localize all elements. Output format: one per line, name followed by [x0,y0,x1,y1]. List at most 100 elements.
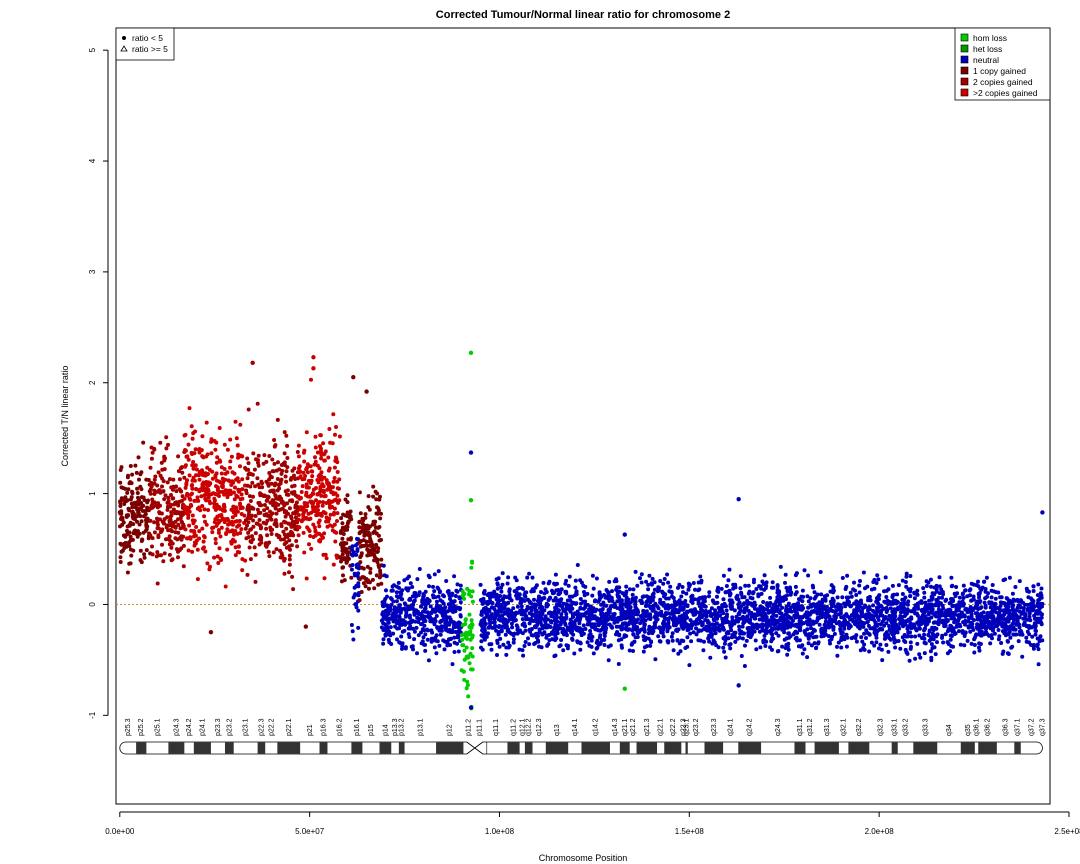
data-point [786,631,791,636]
data-point [181,543,186,548]
data-point [857,590,862,595]
data-point [716,626,721,631]
data-point [421,592,426,597]
data-point [698,574,703,579]
data-point [499,589,504,594]
data-point [177,477,182,482]
data-point [774,606,779,611]
data-point [250,534,254,539]
data-point [408,581,413,586]
data-point [575,612,580,617]
data-point [760,622,765,627]
data-point [513,575,518,580]
data-point [670,638,675,643]
data-point [1017,603,1022,608]
data-point [411,626,415,631]
data-point [162,551,167,556]
data-point [404,609,409,614]
data-point [305,465,310,470]
data-point [670,631,675,636]
data-point [563,581,568,586]
data-point [608,597,613,602]
data-point [523,640,528,644]
data-point [845,573,850,578]
data-point [286,532,291,537]
data-point [470,654,475,659]
data-point [899,610,903,615]
data-point [556,609,561,614]
data-point [374,511,379,516]
data-point [184,511,189,515]
data-point [223,517,228,522]
data-point [972,618,976,622]
data-point [176,530,181,535]
data-point [138,484,143,489]
data-point [580,627,585,632]
data-point [399,597,404,602]
data-point [441,601,446,606]
data-point [280,553,285,558]
data-point [968,605,973,609]
data-point [294,539,299,543]
data-point [234,505,239,510]
data-point [299,490,304,494]
data-point [302,550,307,555]
data-point [166,442,170,447]
data-point [235,443,240,448]
data-point [985,632,990,637]
data-point [520,648,525,653]
data-point [318,433,323,438]
data-point [357,531,362,536]
data-point [174,547,179,552]
data-point [930,610,934,615]
data-point [264,498,269,503]
data-point [270,498,275,503]
data-point [677,641,682,646]
data-point [976,607,980,611]
data-point [318,485,323,489]
data-point [231,537,235,542]
data-point [1011,614,1016,619]
data-point [610,589,614,594]
data-point [894,601,899,606]
data-point [242,513,247,518]
data-point [390,584,395,589]
data-point [264,526,269,531]
data-point [770,619,775,624]
data-point [854,619,859,624]
data-point [778,564,783,569]
data-point [305,525,310,530]
data-point [935,632,940,637]
data-point [909,644,913,649]
data-point [818,570,823,574]
data-point [876,618,881,622]
data-point [658,579,663,583]
data-point [883,615,888,619]
data-point [327,498,331,503]
data-point [313,455,317,460]
data-point [135,491,140,495]
data-point [206,508,211,512]
data-point [762,616,767,621]
data-point [635,608,640,613]
data-point [225,527,230,532]
data-point [214,478,219,483]
data-point [337,434,342,439]
data-point [954,585,959,589]
data-point [340,545,345,550]
data-point [859,601,864,606]
data-point [969,641,974,646]
data-point [269,532,274,536]
data-point [397,620,402,625]
data-point [371,484,376,489]
data-point [171,524,176,529]
data-point [518,628,523,633]
data-point [319,533,324,538]
data-point [383,608,388,613]
data-point [1005,610,1010,615]
data-point [662,577,667,581]
data-point [296,454,301,459]
data-point [948,633,953,638]
data-point [865,620,870,625]
data-point [416,620,421,624]
